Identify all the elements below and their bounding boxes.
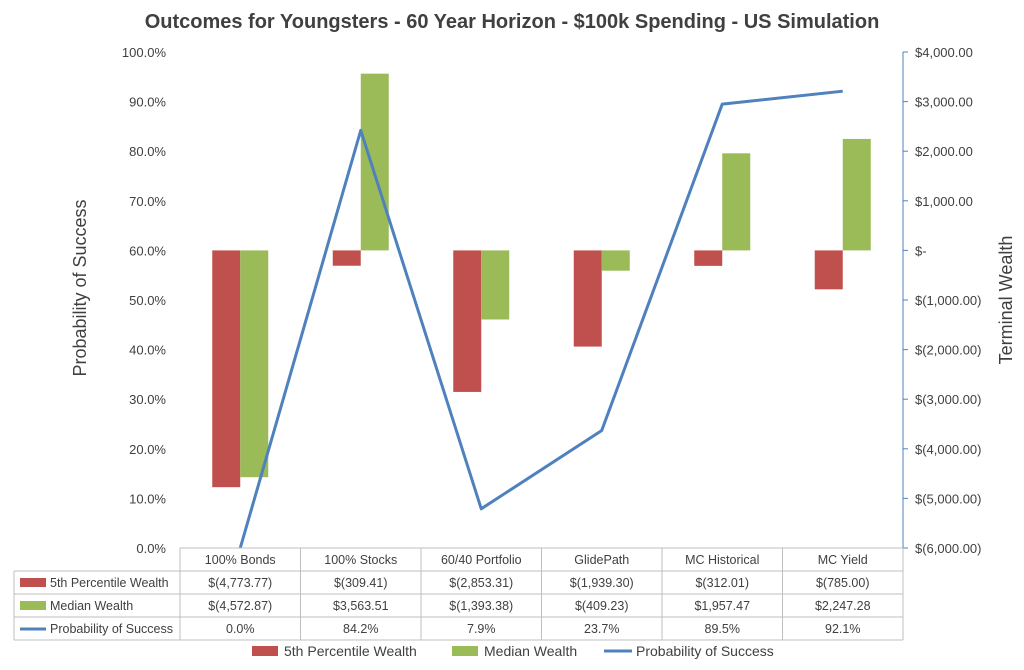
y-tick-label: 40.0%: [129, 343, 166, 358]
table-cell-value: $(4,773.77): [208, 576, 272, 590]
bar-5th-percentile-4: [694, 250, 723, 266]
y-tick-label: 30.0%: [129, 392, 166, 407]
x-tick-label: 60/40 Portfolio: [441, 553, 522, 567]
chart-title: Outcomes for Youngsters - 60 Year Horizo…: [145, 11, 880, 33]
x-tick-label: 100% Stocks: [324, 553, 397, 567]
y2-tick-label: $-: [915, 243, 927, 258]
legend-swatch: [252, 646, 278, 656]
y2-tick-label: $1,000.00: [915, 194, 973, 209]
y2-axis-label: Terminal Wealth: [996, 236, 1016, 365]
y-tick-label: 70.0%: [129, 194, 166, 209]
x-tick-label: MC Historical: [685, 553, 759, 567]
table-cell-value: $(2,853.31): [449, 576, 513, 590]
x-tick-label: 100% Bonds: [205, 553, 276, 567]
bar-median-0: [240, 250, 269, 478]
y2-tick-label: $(3,000.00): [915, 392, 982, 407]
table-cell-value: $(785.00): [816, 576, 870, 590]
y2-tick-label: $(4,000.00): [915, 442, 982, 457]
x-tick-label: MC Yield: [818, 553, 868, 567]
table-cell-value: 0.0%: [226, 622, 255, 636]
table-cell-value: $3,563.51: [333, 599, 389, 613]
legend-swatch: [452, 646, 478, 656]
x-tick-label: GlidePath: [574, 553, 629, 567]
table-cell-value: 7.9%: [467, 622, 496, 636]
table-series-name: 5th Percentile Wealth: [50, 576, 169, 590]
y-tick-label: 80.0%: [129, 144, 166, 159]
bar-5th-percentile-1: [332, 250, 361, 266]
y2-tick-label: $(2,000.00): [915, 343, 982, 358]
probability-line: [238, 89, 843, 549]
y-axis-label: Probability of Success: [70, 199, 90, 376]
table-cell-value: $(409.23): [575, 599, 629, 613]
legend-label: Probability of Success: [636, 643, 774, 659]
table-cell-value: $(1,939.30): [570, 576, 634, 590]
y2-tick-label: $(6,000.00): [915, 541, 982, 556]
legend: 5th Percentile Wealth Median Wealth Probab…: [252, 643, 774, 659]
bar-median-2: [481, 250, 510, 320]
table-cell-value: 84.2%: [343, 622, 378, 636]
table-cell-value: 23.7%: [584, 622, 619, 636]
table-cell-value: $(4,572.87): [208, 599, 272, 613]
table-cell-value: $2,247.28: [815, 599, 871, 613]
y-tick-label: 20.0%: [129, 442, 166, 457]
bar-median-5: [842, 138, 871, 251]
table-series-name: Median Wealth: [50, 599, 133, 613]
y-tick-label: 0.0%: [136, 541, 166, 556]
y2-tick-label: $(5,000.00): [915, 491, 982, 506]
bar-median-4: [722, 153, 751, 251]
table-cell-value: 89.5%: [705, 622, 740, 636]
table-legend-key: [20, 601, 46, 610]
y-tick-label: 10.0%: [129, 491, 166, 506]
y2-tick-label: $3,000.00: [915, 95, 973, 110]
table-series-name: Probability of Success: [50, 622, 173, 636]
table-cell-value: 92.1%: [825, 622, 860, 636]
y-tick-label: 90.0%: [129, 95, 166, 110]
legend-label: Median Wealth: [484, 643, 577, 659]
y-tick-label: 50.0%: [129, 293, 166, 308]
data-table: 100% Bonds 100% Stocks 60/40 Portfolio Glid…: [13, 547, 904, 641]
bar-median-1: [360, 73, 389, 251]
bar-5th-percentile-0: [212, 250, 241, 488]
y2-tick-label: $2,000.00: [915, 144, 973, 159]
bar-series-group: [212, 73, 871, 488]
bar-5th-percentile-2: [453, 250, 482, 392]
bar-5th-percentile-3: [573, 250, 602, 347]
bar-median-3: [601, 250, 630, 271]
line-series-group: [238, 89, 843, 549]
table-legend-key: [20, 578, 46, 587]
y-tick-label: 100.0%: [122, 45, 167, 60]
table-cell-value: $(312.01): [695, 576, 749, 590]
y2-tick-label: $(1,000.00): [915, 293, 982, 308]
bar-5th-percentile-5: [814, 250, 843, 290]
table-cell-value: $1,957.47: [694, 599, 750, 613]
axes-group: 0.0% 10.0% 20.0% 30.0% 40.0% 50.0% 60.0% 70.0% 8…: [122, 45, 982, 556]
y-tick-label: 60.0%: [129, 243, 166, 258]
legend-label: 5th Percentile Wealth: [284, 643, 417, 659]
table-cell-value: $(309.41): [334, 576, 388, 590]
table-cell-value: $(1,393.38): [449, 599, 513, 613]
y2-tick-label: $4,000.00: [915, 45, 973, 60]
